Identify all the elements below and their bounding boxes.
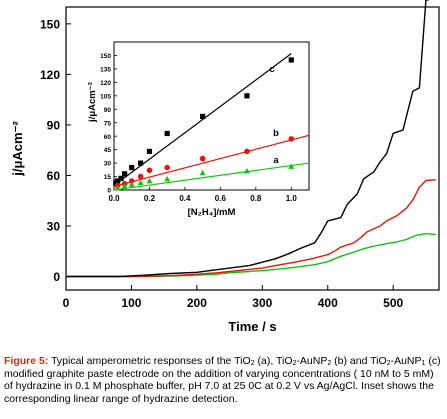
caption-sub-5: 1 [421, 360, 426, 367]
inset-point-b-6 [199, 155, 206, 162]
caption-sub-1: 2 [250, 360, 255, 367]
inset-fit-line-b [113, 134, 310, 187]
inset-y-tick-label-6: 90 [104, 107, 112, 114]
x-tick-label-4: 400 [318, 296, 338, 310]
inset-point-a-7 [243, 167, 250, 174]
inset-y-tick-label-2: 30 [104, 161, 112, 168]
inset-y-tick-label-5: 75 [104, 120, 112, 127]
caption-text-2: (a), TiO [254, 355, 293, 367]
inset-point-c-6 [146, 148, 153, 155]
caption-text-5: -AuNP [390, 355, 422, 367]
inset-point-b-3 [137, 173, 144, 180]
inset-point-c-3 [122, 171, 128, 177]
inset-y-tick-label-1: 15 [104, 174, 112, 181]
inset-point-c-4 [129, 164, 135, 171]
y-tick-label-2: 60 [47, 169, 61, 183]
y-tick-label-4: 120 [40, 68, 60, 82]
figure-caption: Figure 5: Typical amperometric responses… [4, 355, 441, 405]
x-tick-label-2: 200 [187, 296, 207, 310]
inset-y-tick-label-8: 120 [100, 80, 111, 87]
y-axis-label: j/μAcm⁻² [10, 121, 25, 177]
inset-point-a-0 [114, 185, 121, 191]
inset-point-a-1 [121, 183, 128, 189]
y-tick-label-0: 0 [53, 270, 60, 284]
x-tick-label-5: 500 [383, 296, 403, 310]
inset-x-tick-label-5: 1.0 [286, 194, 298, 203]
inset-point-c-5 [137, 160, 144, 166]
x-axis-label: Time / s [228, 319, 276, 334]
caption-sub-4: 2 [386, 360, 391, 367]
inset-point-b-2 [128, 178, 135, 184]
caption-sub-2: 2 [292, 360, 297, 367]
inset-x-tick-label-2: 0.4 [179, 194, 191, 203]
caption-text-3: -AuNP [296, 355, 328, 367]
inset-x-axis-label: [N₂H₄]/mM [188, 207, 236, 218]
inset-point-c-9 [244, 93, 250, 99]
caption-text-4: (b) and TiO [331, 355, 387, 367]
inset-point-a-5 [164, 176, 171, 182]
inset-y-tick-label-10: 150 [100, 53, 111, 60]
caption-text-1: Typical amperometric responses of the Ti… [48, 355, 251, 367]
inset-series-label-c: c [269, 64, 274, 75]
caption-label: Figure 5: [4, 355, 49, 367]
inset-point-a-4 [146, 177, 153, 184]
inset-x-tick-label-4: 0.8 [250, 194, 262, 203]
inset-y-tick-label-3: 45 [104, 147, 112, 154]
inset-series-label-b: b [273, 128, 279, 139]
inset-plot-frame [113, 41, 310, 191]
series-line-b [66, 179, 436, 278]
inset-point-b-5 [164, 164, 170, 171]
inset-point-c-7 [164, 130, 170, 137]
y-tick-label-3: 90 [47, 118, 61, 132]
inset-point-a-2 [128, 181, 135, 187]
inset-x-tick-label-0: 0.0 [108, 194, 120, 203]
inset-point-a-3 [137, 179, 144, 186]
main-plot-frame [65, 6, 440, 291]
inset-y-tick-label-7: 105 [100, 93, 111, 100]
series-line-a [66, 232, 436, 278]
inset-series-label-a: a [273, 155, 279, 166]
y-tick-label-5: 150 [40, 17, 60, 31]
inset-y-tick-label-9: 135 [100, 67, 111, 74]
x-tick-label-1: 100 [121, 296, 141, 310]
inset-point-c-8 [200, 113, 206, 120]
x-tick-label-3: 300 [252, 296, 272, 310]
inset-point-b-7 [244, 148, 250, 155]
inset-fit-line-a [113, 162, 310, 191]
y-tick-label-1: 30 [47, 219, 61, 233]
inset-point-c-1 [114, 178, 121, 184]
series-line-c [66, 0, 430, 278]
inset-point-a-8 [288, 163, 295, 169]
caption-text-6: (c) modified graphite paste electrode on… [4, 355, 441, 405]
caption-sub-3: 2 [327, 360, 332, 367]
inset-x-tick-label-1: 0.2 [144, 194, 156, 203]
inset-point-b-8 [288, 136, 295, 142]
inset-y-axis-label: j/μAcm⁻² [87, 82, 98, 123]
inset-x-tick-label-3: 0.6 [215, 194, 227, 203]
inset-fit-line-c [113, 53, 292, 186]
x-tick-label-0: 0 [63, 296, 70, 310]
inset-point-c-2 [118, 175, 124, 181]
inset-y-tick-label-0: 0 [107, 188, 111, 195]
inset-point-a-6 [199, 169, 206, 176]
inset-point-b-4 [146, 167, 153, 174]
inset-y-tick-label-4: 60 [104, 134, 112, 141]
inset-point-c-10 [288, 57, 294, 63]
